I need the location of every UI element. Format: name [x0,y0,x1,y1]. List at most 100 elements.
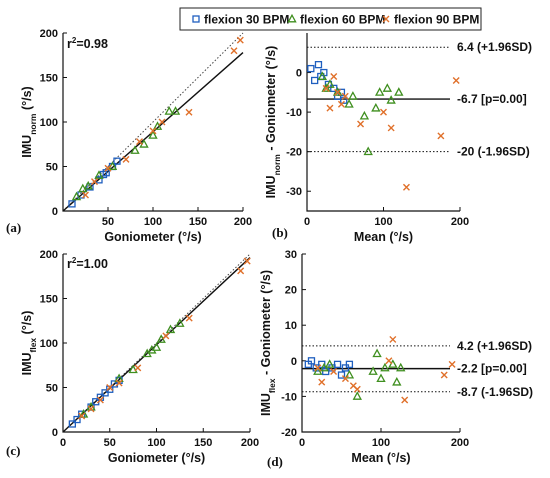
hline-label: -6.7 [p=0.00] [457,92,527,106]
identity-line [62,32,244,212]
x-tick-label: 100 [374,216,392,228]
y-tick-label: 50 [46,162,58,174]
data-point [175,318,185,327]
data-point [372,348,382,358]
data-point [73,415,81,424]
r2-annotation: r2=1.00 [67,256,108,271]
x-tick-label: 100 [372,437,390,449]
data-point [322,367,330,376]
data-point [106,385,114,393]
y-tick-label: -30 [286,186,302,198]
data-point [385,357,393,365]
x-tick-label: 200 [241,437,259,449]
data-point [314,60,323,69]
data-point [136,138,143,146]
data-point [371,102,381,112]
x-axis-label: Goniometer (°/s) [104,230,201,244]
y-tick-label: 100 [40,338,58,350]
data-point [337,371,346,379]
data-point [330,367,338,375]
data-point [313,366,323,375]
x-tick-label: 100 [144,216,162,228]
data-point [348,91,358,100]
y-tick-label: 30 [285,249,297,261]
data-point [341,92,349,100]
y-tick-label: 150 [40,73,58,85]
y-tick-label: 20 [285,285,297,297]
data-point [394,87,404,96]
x-tick-label: 150 [194,437,212,449]
data-point [122,155,130,163]
hline-label: -8.7 (-1.96SD) [457,385,533,399]
legend-label: flexion 60 BPM [300,13,385,27]
data-point [330,73,338,81]
y-tick-label: 0 [52,427,58,439]
x-tick-label: 200 [451,216,469,228]
x-axis-label: Goniometer (°/s) [108,451,205,465]
data-point [149,127,157,135]
legend: flexion 30 BPM flexion 60 BPM flexion 90 B… [179,7,482,31]
data-point [106,384,114,391]
data-point [332,87,343,96]
data-point [243,257,251,265]
chart-panel-c: 0 50 100 150 200 0 50 100 150 200 r2=1.00 Goniomete… [6,249,259,465]
data-point [352,391,362,400]
data-point [333,360,342,369]
y-axis-label: IMUflex (°/s) [20,311,38,376]
y-tick-label: 0 [291,356,297,368]
data-point [386,95,396,104]
y-tick-label: -20 [281,427,297,439]
hline-label: -2.2 [p=0.00] [457,362,527,376]
panel-label: (a) [6,220,21,235]
y-tick-label: 0 [296,68,302,80]
data-point [71,191,82,201]
data-point [448,360,456,368]
y-tick-label: 100 [40,117,58,129]
y-axis-label: IMUnorm - Goniometer (°/s) [264,46,282,199]
data-point [374,87,385,96]
data-point [185,314,193,322]
data-point [78,412,86,420]
data-point [94,170,104,179]
data-point [321,83,331,92]
hline-label: 4.2 (+1.96SD) [457,339,532,353]
hline-label: 6.4 (+1.96SD) [457,40,532,54]
y-tick-label: 150 [40,294,58,306]
data-point [382,83,393,92]
data-point [345,360,354,369]
axes [306,33,460,212]
data-point [310,76,319,85]
legend-label: flexion 90 BPM [394,13,479,27]
chart-panel-b: 0 100 200 -30 -20 -10 0 6.4 (+1.96SD) -6.7 [p=0.… [264,33,532,244]
panel-label: (c) [6,443,20,458]
data-point [164,106,174,115]
y-axis-label: IMUnorm (°/s) [20,86,38,157]
data-point [437,132,445,140]
data-point [452,76,460,84]
data-point [115,379,123,387]
y-tick-label: 200 [40,28,58,40]
legend-marker [192,15,200,23]
data-point [402,183,410,191]
data-point [317,71,327,80]
data-point [83,180,93,190]
data-point [387,124,395,132]
y-tick-label: -20 [286,147,302,159]
y-tick-label: 0 [52,206,58,218]
data-point [230,47,238,55]
data-point [359,110,370,120]
data-point [87,405,95,413]
y-tick-label: 10 [285,320,297,332]
panel-label: (d) [267,454,283,469]
data-point [151,342,162,351]
data-point [380,108,387,116]
x-tick-label: 200 [451,437,469,449]
data-point [334,88,342,96]
data-point [396,362,406,372]
data-point [344,99,354,108]
data-point [237,267,245,275]
y-axis-label: IMUflex - Goniometer (°/s) [259,270,277,416]
chart-panel-a: 50 100 150 200 0 50 100 150 200 r2=0.98 Goniometer… [6,28,252,244]
data-point [363,146,373,156]
